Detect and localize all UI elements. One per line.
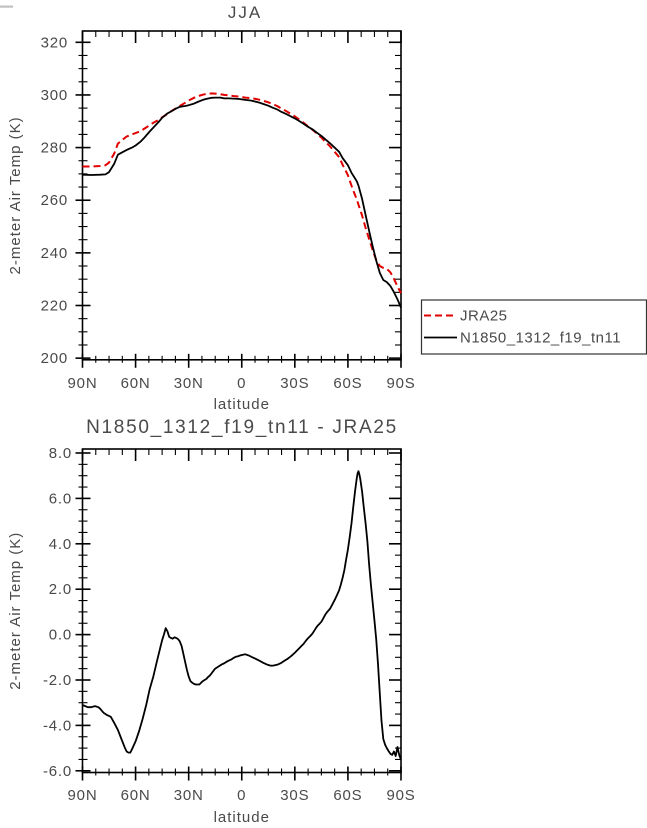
y-tick-label: 260: [41, 192, 68, 209]
x-tick-label: 60N: [121, 787, 151, 804]
x-axis-name: latitude: [214, 396, 270, 413]
y-tick-label: -2.0: [43, 672, 72, 689]
plot-border: [81, 30, 402, 361]
temperature-difference-chart: 90N 60N 30N 0 30S 60S 90S 8.0 6.0 4.0 2.0 0.0 -2.0 -4…: [7, 417, 415, 826]
chart-title: JJA: [228, 3, 262, 22]
y-tick-label: 0.0: [49, 627, 72, 644]
x-tick-label: 30N: [174, 787, 204, 804]
y-axis-name: 2-meter Air Temp (K): [7, 532, 24, 690]
x-tick-label: 90N: [68, 375, 98, 392]
jja-temperature-chart: 90N 60N 30N 0 30S 60S 90S 320 300 280 260 240 220 200…: [7, 3, 647, 413]
legend-label: JRA25: [460, 308, 508, 325]
series-line-n1850-1312-f19-tn11-jra25: [82, 470, 402, 760]
x-tick-label: 0: [237, 375, 246, 392]
x-tick-label: 90S: [386, 375, 415, 392]
y-tick-label: 320: [41, 34, 68, 51]
x-tick-label: 90S: [386, 787, 415, 804]
y-tick-label: 220: [41, 298, 68, 315]
y-tick-label: 280: [41, 140, 68, 157]
series-line-jra25: [82, 92, 402, 294]
y-tick-label: 2.0: [49, 581, 72, 598]
x-tick-label: 30N: [174, 375, 204, 392]
chart-title: N1850_1312_f19_tn11 - JRA25: [86, 417, 398, 438]
y-tick-label: 8.0: [49, 445, 72, 462]
y-tick-label: 4.0: [49, 536, 72, 553]
legend-box: [420, 299, 647, 355]
x-tick-label: 60N: [121, 375, 151, 392]
y-tick-label: 240: [41, 245, 68, 262]
series-line-n1850-1312-f19-tn11: [82, 96, 402, 308]
x-tick-label: 90N: [68, 787, 98, 804]
x-tick-label: 30S: [280, 787, 309, 804]
x-axis-name: latitude: [214, 809, 270, 826]
y-tick-label: -6.0: [43, 763, 72, 780]
x-tick-label: 0: [237, 787, 246, 804]
y-axis-name: 2-meter Air Temp (K): [7, 116, 24, 274]
x-tick-label: 60S: [333, 787, 362, 804]
plot-border: [81, 448, 402, 774]
crop-artifact-mark: [0, 5, 13, 8]
x-tick-label: 60S: [333, 375, 362, 392]
y-tick-label: 300: [41, 87, 68, 104]
x-tick-label: 30S: [280, 375, 309, 392]
y-tick-label: 200: [41, 350, 68, 367]
y-tick-label: 6.0: [49, 490, 72, 507]
y-tick-label: -4.0: [43, 717, 72, 734]
legend-label: N1850_1312_f19_tn11: [460, 330, 621, 347]
